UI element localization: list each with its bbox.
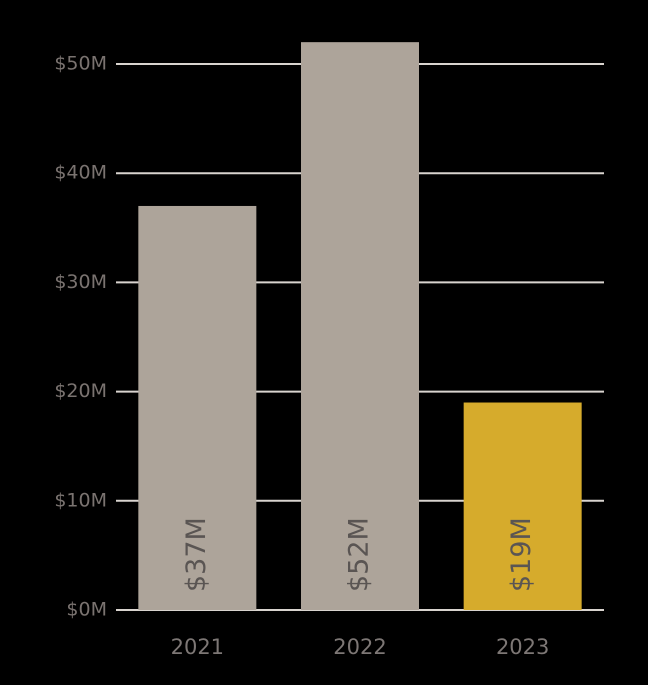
y-tick-label: $40M <box>54 162 107 184</box>
bar <box>301 42 419 611</box>
y-tick-label: $20M <box>54 380 107 402</box>
bar <box>138 205 257 610</box>
value-label: $19M <box>506 517 537 592</box>
value-label: $37M <box>181 517 212 592</box>
x-tick-label: 2021 <box>171 635 224 659</box>
value-label: $52M <box>344 517 375 592</box>
y-tick-label: $50M <box>54 53 107 75</box>
y-tick-label: $30M <box>54 271 107 293</box>
x-tick-label: 2022 <box>333 635 386 659</box>
x-tick-label: 2023 <box>496 635 549 659</box>
y-tick-label: $0M <box>66 599 107 621</box>
y-tick-label: $10M <box>54 489 107 511</box>
bar <box>463 402 582 610</box>
